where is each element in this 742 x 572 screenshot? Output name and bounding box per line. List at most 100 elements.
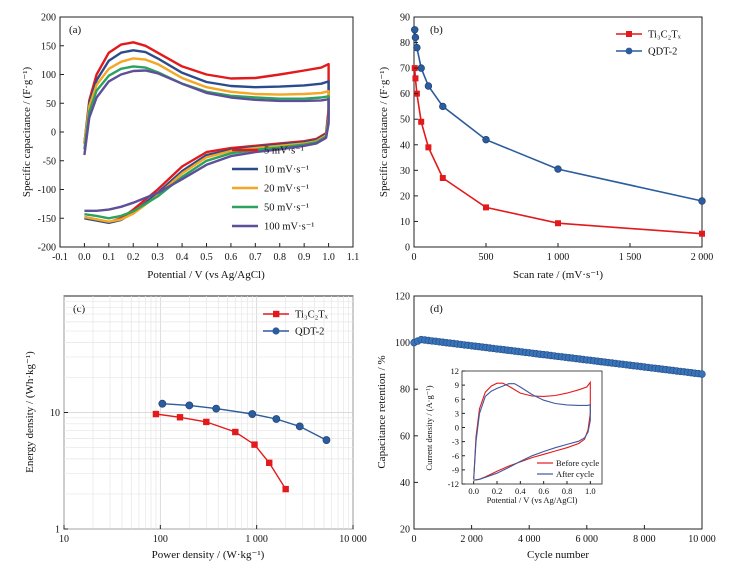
panel-b-legend-marker bbox=[626, 31, 632, 37]
panel-c-point bbox=[272, 415, 281, 423]
panel-b-point bbox=[417, 64, 425, 72]
panel-d-x-tick-label: 8 000 bbox=[633, 534, 656, 545]
panel-a-x-tick-label: 0.2 bbox=[127, 252, 140, 263]
inset-y-tick-label: 12 bbox=[451, 366, 460, 376]
panel-d-y-tick-label: 40 bbox=[400, 478, 410, 489]
panel-b-y-axis-label: Specific capacitance / (F·g⁻¹) bbox=[378, 66, 390, 197]
panel-b-y-tick-label: 70 bbox=[400, 64, 410, 75]
panel-c-point bbox=[248, 410, 257, 418]
panel-a-x-tick-label: 0.9 bbox=[298, 252, 311, 263]
panel-c-point bbox=[158, 399, 167, 408]
panel-c-point bbox=[176, 414, 184, 421]
panel-a-legend-label: 10 mV·s⁻¹ bbox=[264, 165, 309, 176]
panel-b-legend-marker bbox=[625, 47, 633, 55]
panel-d-point bbox=[698, 370, 706, 378]
panel-a-y-tick-label: 200 bbox=[41, 13, 56, 24]
panel-a-legend-label: 5 mV·s⁻¹ bbox=[264, 146, 304, 157]
panel-c-point bbox=[212, 404, 221, 413]
panel-c-x-tick-label: 10 bbox=[59, 534, 69, 545]
panel-c-x-tick-label: 100 bbox=[153, 534, 168, 545]
panel-a-y-tick-label: -200 bbox=[38, 243, 56, 254]
panel-c-point bbox=[251, 441, 258, 448]
panel-b-y-tick-label: 50 bbox=[400, 115, 410, 126]
panel-c-point bbox=[232, 428, 239, 436]
panel-a-legend-label: 50 mV·s⁻¹ bbox=[264, 203, 309, 214]
panel-b-label: (b) bbox=[430, 24, 443, 36]
inset-x-tick-label: 0.4 bbox=[515, 486, 526, 496]
panel-b-point bbox=[412, 75, 419, 82]
panel-c-y-tick-label: 1 bbox=[55, 525, 60, 536]
panel-c-legend-label: QDT-2 bbox=[295, 327, 324, 338]
panel-a-x-tick-label: 0.5 bbox=[200, 252, 213, 263]
panel-a-legend-label: 100 mV·s⁻¹ bbox=[264, 222, 314, 233]
inset-x-tick-label: 0.6 bbox=[538, 486, 549, 496]
panel-d-y-tick-label: 20 bbox=[400, 525, 410, 536]
panel-a-cv-curve-3 bbox=[83, 65, 330, 220]
inset-x-tick-label: 0.2 bbox=[492, 486, 503, 496]
panel-b-x-tick-label: 500 bbox=[479, 252, 494, 263]
panel-c-legend-label: Ti₃C₂Tₓ bbox=[295, 310, 329, 321]
panel-c-label: (c) bbox=[73, 303, 86, 315]
panel-b-y-tick-label: 30 bbox=[400, 166, 410, 177]
panel-a-x-axis-label: Potential / V (vs Ag/AgCl) bbox=[147, 269, 265, 281]
panel-a-y-tick-label: 100 bbox=[41, 70, 56, 81]
inset-y-tick-label: -9 bbox=[452, 465, 459, 475]
panel-b-point bbox=[413, 43, 421, 52]
inset-y-tick-label: 6 bbox=[455, 394, 459, 404]
panel-b-x-tick-label: 2 000 bbox=[691, 252, 714, 263]
panel-c-x-tick-label: 10 000 bbox=[339, 534, 367, 545]
panel-a-y-tick-label: 0 bbox=[51, 128, 56, 139]
panel-c-point bbox=[295, 422, 304, 431]
panel-d-y-tick-label: 100 bbox=[395, 338, 410, 349]
inset-x-axis-label: Potential / V (vs Ag/AgCl) bbox=[487, 495, 578, 505]
panel-b-point bbox=[698, 197, 706, 205]
panel-a-x-tick-label: 1.1 bbox=[347, 252, 360, 263]
panel-b-y-tick-label: 10 bbox=[400, 217, 410, 228]
panel-a-x-tick-label: 1.0 bbox=[322, 252, 335, 263]
panel-d-x-tick-label: 4 000 bbox=[518, 534, 541, 545]
panel-b-x-axis-label: Scan rate / (mV·s⁻¹) bbox=[513, 269, 603, 281]
panel-c-legend-marker bbox=[273, 310, 280, 318]
panel-d-inset-cv: 0.0 0.2 0.4 0.6 0.8 1.0 -12 -9 -6 -3 0 3 6 9 12 Befor… bbox=[424, 366, 603, 505]
panel-a-y-tick-label: -100 bbox=[38, 185, 56, 196]
panel-d-y-tick-label: 80 bbox=[400, 385, 410, 396]
panel-b-rate-capability: (b) 0 500 1 000 1 500 2 000 0 10 20 30 40 50 60 70 8… bbox=[378, 13, 713, 282]
panel-d-y-tick-label: 60 bbox=[400, 431, 410, 442]
panel-a-y-axis-label: Specific capacitance / (F·g⁻¹) bbox=[21, 66, 33, 197]
panel-b-x-tick-label: 1 000 bbox=[547, 252, 570, 263]
panel-c-y-tick-label: 10 bbox=[50, 408, 60, 419]
panel-c-series-line-0 bbox=[155, 413, 287, 490]
panel-a-x-tick-label: 0.1 bbox=[103, 252, 116, 263]
inset-y-tick-label: 0 bbox=[455, 423, 459, 433]
panel-b-y-tick-label: 80 bbox=[400, 38, 410, 49]
inset-legend-label: After cycle bbox=[556, 469, 594, 479]
panel-b-point bbox=[418, 118, 425, 125]
panel-d-y-tick-label: 120 bbox=[395, 292, 410, 303]
inset-x-tick-label: 1.0 bbox=[585, 486, 596, 496]
panel-b-point bbox=[411, 26, 419, 34]
panel-a-cv-curve-0 bbox=[83, 41, 330, 224]
panel-a-y-tick-label: 50 bbox=[46, 99, 56, 110]
panel-a-cv-curves: (a) -0.1 0.0 0.1 0.2 0.3 0.4 0.5 0.6 0.7 0.8 0.9 1.… bbox=[21, 13, 359, 282]
panel-a-y-tick-label: -150 bbox=[38, 214, 56, 225]
panel-b-legend-label: QDT-2 bbox=[648, 47, 677, 58]
panel-d-label: (d) bbox=[430, 303, 443, 315]
inset-y-axis-label: Current density / (A·g⁻¹) bbox=[424, 385, 434, 470]
panel-b-point bbox=[411, 33, 420, 42]
panel-a-y-tick-label: -50 bbox=[43, 156, 56, 167]
panel-c-point bbox=[322, 436, 331, 444]
panel-d-x-tick-label: 6 000 bbox=[576, 534, 599, 545]
panel-c-x-axis-label: Power density / (W·kg⁻¹) bbox=[152, 549, 265, 561]
panel-c-point bbox=[203, 418, 210, 426]
panel-b-point bbox=[439, 102, 447, 111]
panel-a-cv-curve-1 bbox=[83, 49, 330, 225]
inset-y-tick-label: -3 bbox=[452, 437, 459, 447]
panel-b-point bbox=[424, 82, 433, 90]
panel-b-point bbox=[483, 204, 489, 211]
inset-y-tick-label: -6 bbox=[452, 451, 459, 461]
panel-b-point bbox=[439, 175, 446, 181]
panel-b-legend-label: Ti₃C₂Tₓ bbox=[648, 30, 682, 41]
panel-a-x-tick-label: 0.3 bbox=[151, 252, 164, 263]
